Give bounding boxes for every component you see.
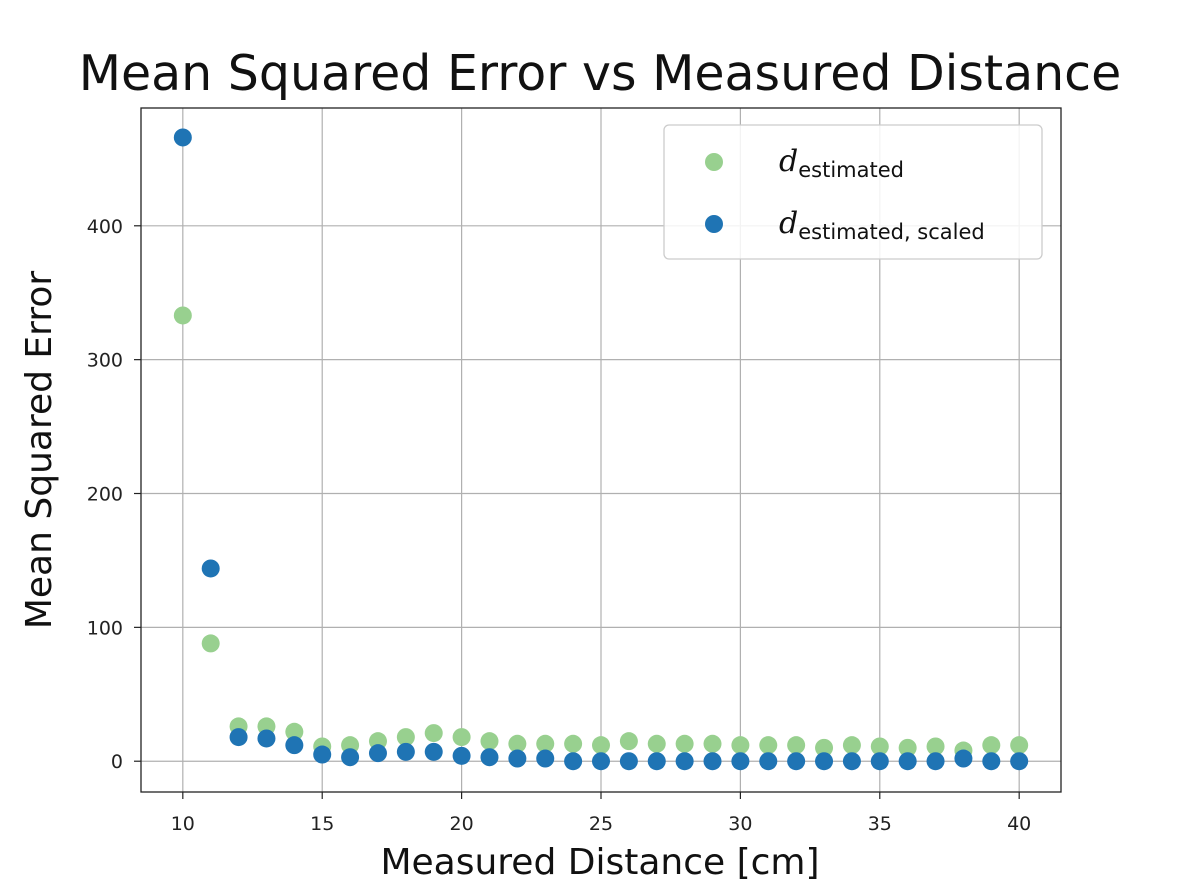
data-point [536, 734, 555, 753]
data-point [341, 748, 360, 767]
data-point [508, 734, 527, 753]
data-point [396, 742, 415, 761]
x-axis-label: Measured Distance [cm] [380, 842, 819, 883]
data-point [619, 752, 638, 771]
x-tick-label: 15 [310, 813, 334, 835]
data-point [173, 306, 192, 325]
data-point [647, 734, 666, 753]
data-point [201, 634, 220, 653]
data-point [675, 734, 694, 753]
data-point [703, 734, 722, 753]
data-point [452, 746, 471, 765]
data-point [898, 738, 917, 757]
data-point [982, 752, 1001, 771]
data-point [703, 752, 722, 771]
data-point [842, 736, 861, 755]
data-point [285, 722, 304, 741]
legend-label-estimated-sub: estimated [798, 158, 904, 182]
data-point [898, 752, 917, 771]
data-point [619, 732, 638, 751]
data-point [536, 749, 555, 768]
x-tick-label: 10 [171, 813, 195, 835]
data-point [787, 752, 806, 771]
legend-box [663, 124, 1043, 260]
y-tick-label: 0 [111, 751, 123, 773]
data-point [815, 752, 834, 771]
data-point [480, 748, 499, 767]
data-point [564, 752, 583, 771]
data-point [759, 752, 778, 771]
data-point [173, 128, 192, 147]
data-point [424, 724, 443, 743]
data-point [842, 752, 861, 771]
data-point [452, 728, 471, 747]
data-point [564, 734, 583, 753]
legend-label-scaled: destimated, scaled [779, 206, 985, 244]
y-axis-ticks: 0 100 200 300 400 [87, 216, 141, 773]
data-point [1010, 736, 1029, 755]
data-point [731, 752, 750, 771]
data-point [1010, 752, 1029, 771]
legend-label-scaled-sub: estimated, scaled [798, 220, 985, 244]
chart-title: Mean Squared Error vs Measured Distance [79, 45, 1122, 102]
legend: destimated destimated, scaled [663, 124, 1043, 260]
data-point [257, 729, 276, 748]
data-point [508, 749, 527, 768]
series-estimated [173, 306, 1029, 760]
legend-label-scaled-main: d [779, 206, 798, 241]
data-point [815, 738, 834, 757]
x-tick-label: 35 [868, 813, 892, 835]
data-point [926, 752, 945, 771]
data-point [592, 736, 610, 755]
y-tick-label: 400 [87, 216, 123, 238]
data-point [313, 745, 332, 764]
legend-marker-scaled [705, 215, 723, 233]
x-tick-label: 25 [589, 813, 613, 835]
y-axis-label: Mean Squared Error [19, 271, 60, 630]
data-point [480, 732, 499, 751]
data-point [396, 728, 415, 747]
data-point [926, 737, 945, 756]
data-point [787, 736, 806, 755]
data-point [368, 744, 387, 763]
data-points [173, 128, 1029, 771]
legend-marker-estimated [705, 153, 723, 171]
y-tick-label: 100 [87, 617, 123, 639]
x-tick-label: 40 [1007, 813, 1031, 835]
x-axis-ticks: 10 15 20 25 30 35 40 [171, 792, 1031, 835]
data-point [759, 736, 778, 755]
data-point [201, 559, 220, 578]
y-tick-label: 200 [87, 484, 123, 506]
data-point [731, 736, 750, 755]
data-point [870, 737, 889, 756]
series-estimated-scaled [173, 128, 1029, 771]
y-tick-label: 300 [87, 350, 123, 372]
data-point [954, 749, 973, 768]
data-point [870, 752, 889, 771]
legend-label-estimated: destimated [779, 144, 904, 182]
data-point [424, 742, 443, 761]
data-point [229, 728, 248, 747]
data-point [675, 752, 694, 771]
x-tick-label: 20 [450, 813, 474, 835]
x-tick-label: 30 [728, 813, 752, 835]
data-point [285, 736, 304, 755]
data-point [647, 752, 666, 771]
data-point [592, 752, 610, 771]
legend-label-estimated-main: d [779, 144, 798, 179]
data-point [982, 736, 1001, 755]
